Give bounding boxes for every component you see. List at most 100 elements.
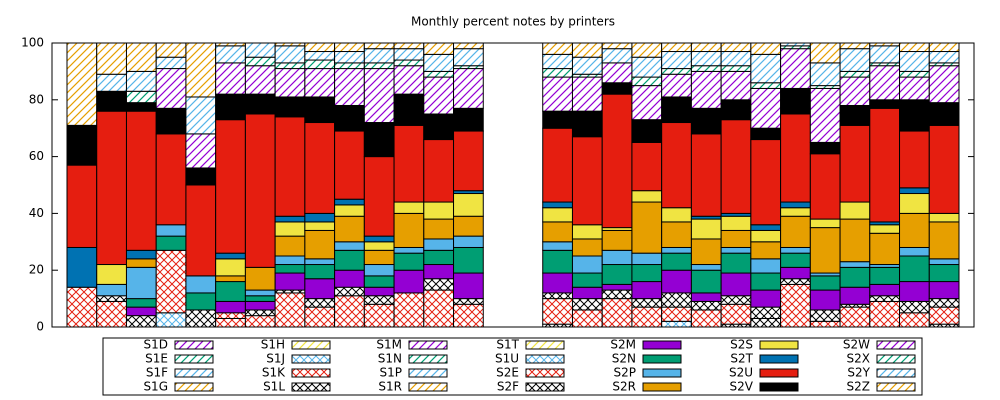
bar-segment xyxy=(363,303,395,328)
bar-segment xyxy=(155,224,187,237)
bar-segment xyxy=(690,65,722,72)
bar-segment xyxy=(215,45,246,64)
bar-segment xyxy=(155,56,187,70)
bar-segment xyxy=(809,62,841,87)
bar-segment xyxy=(423,53,455,72)
legend-swatch xyxy=(642,368,682,378)
bar-segment xyxy=(334,51,365,64)
bar-segment xyxy=(453,48,484,67)
bar-segment xyxy=(661,51,692,70)
bar-segment xyxy=(601,229,633,251)
legend-swatch xyxy=(291,340,331,350)
bar-segment xyxy=(453,107,484,132)
bar-segment xyxy=(631,306,663,328)
bar-segment xyxy=(274,45,306,64)
bar-segment xyxy=(571,76,603,112)
bar-segment xyxy=(601,93,633,229)
bar-segment xyxy=(125,266,157,300)
legend-label: S1R xyxy=(378,380,402,394)
bar-segment xyxy=(899,99,930,132)
bar-segment xyxy=(750,317,782,328)
bar-segment xyxy=(334,249,365,271)
legend-swatch xyxy=(642,354,682,364)
bar-segment xyxy=(215,62,246,95)
bar-segment xyxy=(631,42,663,58)
bar-segment xyxy=(780,278,811,285)
bar-segment xyxy=(96,300,127,328)
bar-segment xyxy=(720,51,752,67)
bar-segment xyxy=(363,48,395,64)
bar-segment xyxy=(720,246,752,254)
bar-segment xyxy=(571,42,603,58)
bar-segment xyxy=(125,315,157,328)
bar-segment xyxy=(690,133,722,217)
bar-segment xyxy=(690,292,722,302)
bar-segment xyxy=(125,42,157,72)
bar-segment xyxy=(274,62,306,70)
bar-segment xyxy=(542,221,573,243)
bar-segment xyxy=(542,298,573,325)
bar-segment xyxy=(304,229,336,260)
bar-segment xyxy=(899,193,930,214)
bar-segment xyxy=(423,139,455,203)
bar-segment xyxy=(334,42,365,53)
legend-label: S2S xyxy=(730,338,753,352)
bar-segment xyxy=(334,286,365,297)
legend-label: S2T xyxy=(730,352,753,366)
y-tick-label: 100 xyxy=(21,36,44,50)
legend-swatch xyxy=(876,340,916,350)
bar-segment xyxy=(780,87,811,115)
bar-segment xyxy=(423,289,455,328)
bar-segment xyxy=(274,221,306,237)
bar-segment xyxy=(720,252,752,274)
bar-segment xyxy=(750,87,782,129)
legend-label: S1G xyxy=(143,380,168,394)
bar-segment xyxy=(453,215,484,237)
bar-segment xyxy=(750,139,782,226)
legend-label: S1D xyxy=(144,338,169,352)
bar-segment xyxy=(185,292,217,311)
bar-segment xyxy=(839,286,871,305)
bar-segment xyxy=(869,99,901,109)
bar-segment xyxy=(869,42,901,47)
bar-segment xyxy=(66,164,98,248)
bar-segment xyxy=(125,70,157,92)
bar-segment xyxy=(155,133,187,226)
bar-segment xyxy=(423,201,455,220)
bar-segment xyxy=(304,59,336,70)
bar-segment xyxy=(393,48,425,61)
bar-segment xyxy=(304,68,336,98)
bar-segment xyxy=(899,312,930,328)
legend-swatch xyxy=(525,382,565,392)
bar-segment xyxy=(899,130,930,189)
bar-segment xyxy=(304,212,336,223)
bar-segment xyxy=(155,42,187,58)
bar-segment xyxy=(185,133,217,169)
bar-segment xyxy=(899,300,930,314)
bar-segment xyxy=(839,266,871,288)
bar-segment xyxy=(690,264,722,271)
bar-segment xyxy=(928,264,960,283)
bar-segment xyxy=(393,65,425,95)
bar-segment xyxy=(185,275,217,294)
bar-segment xyxy=(185,96,217,135)
bar-segment xyxy=(869,295,901,302)
bar-segment xyxy=(661,292,692,308)
bar-segment xyxy=(155,249,187,314)
legend-label: S2P xyxy=(614,366,637,380)
bar-segment xyxy=(899,212,930,248)
bar-segment xyxy=(839,261,871,268)
bar-segment xyxy=(155,235,187,251)
legend-label: S1N xyxy=(378,352,402,366)
bar-segment xyxy=(899,281,930,302)
bar-segment xyxy=(899,246,930,257)
bar-segment xyxy=(601,298,633,328)
bar-segment xyxy=(96,110,127,266)
bar-segment xyxy=(423,70,455,78)
bar-segment xyxy=(215,275,246,283)
bar-segment xyxy=(393,252,425,271)
bar-segment xyxy=(809,153,841,220)
bar-segment xyxy=(631,298,663,308)
legend-swatch xyxy=(525,340,565,350)
